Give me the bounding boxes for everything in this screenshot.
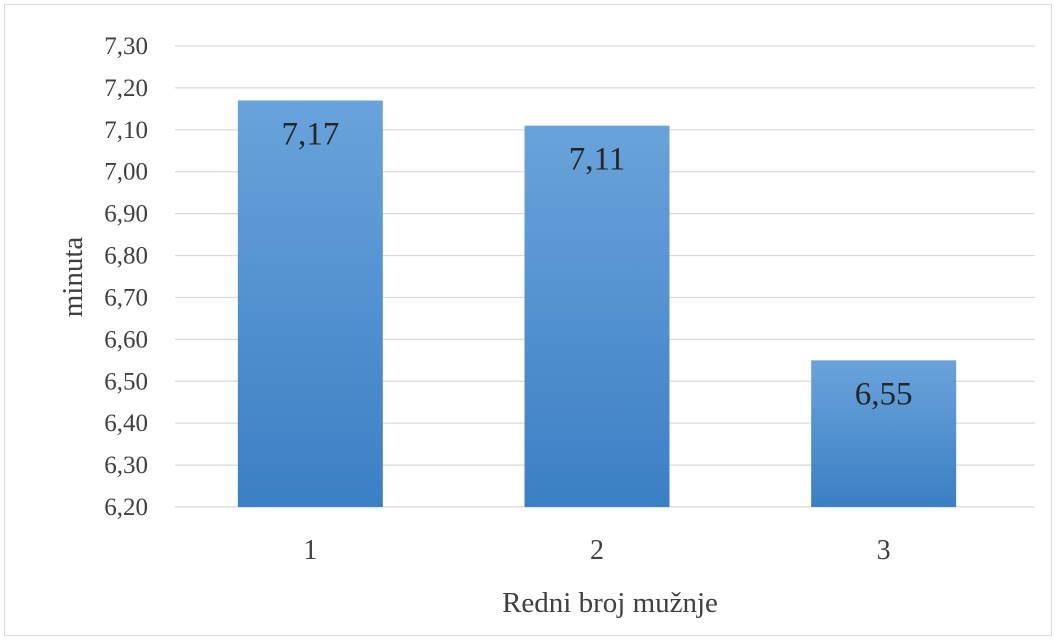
y-tick-label: 7,30 xyxy=(104,33,148,60)
data-label: 6,55 xyxy=(855,376,913,412)
y-axis-title: minuta xyxy=(57,237,89,318)
y-tick-label: 6,80 xyxy=(104,243,148,270)
x-tick-label: 1 xyxy=(303,535,317,566)
x-tick-label: 2 xyxy=(590,535,604,566)
labels: 6,20 6,30 6,40 6,50 6,60 6,70 6,80 6,90 7,00 7,10… xyxy=(104,33,912,566)
x-tick-label: 3 xyxy=(877,535,891,566)
y-tick-label: 7,00 xyxy=(104,159,148,186)
y-tick-label: 6,90 xyxy=(104,201,148,228)
y-tick-label: 7,10 xyxy=(104,117,148,144)
data-label: 7,11 xyxy=(569,142,626,178)
y-tick-label: 6,40 xyxy=(104,410,148,437)
y-tick-label: 6,70 xyxy=(104,284,148,311)
y-tick-label: 7,20 xyxy=(104,75,148,102)
bar xyxy=(237,100,383,508)
y-tick-label: 6,50 xyxy=(104,368,148,395)
y-tick-label: 6,20 xyxy=(104,494,148,521)
bar xyxy=(524,125,670,508)
x-axis-title: Redni broj mužnje xyxy=(502,587,718,619)
bars xyxy=(237,100,957,508)
y-tick-label: 6,30 xyxy=(104,452,148,479)
data-label: 7,17 xyxy=(281,116,339,152)
y-tick-label: 6,60 xyxy=(104,326,148,353)
bar xyxy=(811,360,957,507)
